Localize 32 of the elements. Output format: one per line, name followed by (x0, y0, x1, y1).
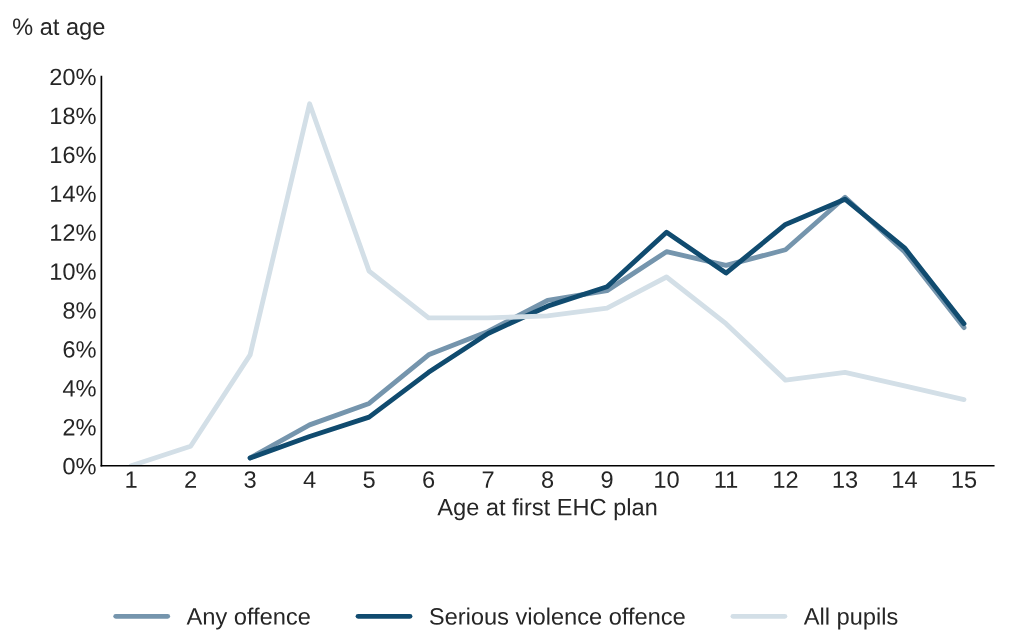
x-tick-label: 1 (126, 471, 137, 488)
y-tick-label: 0% (63, 457, 96, 475)
x-axis-title: Age at first EHC plan (437, 498, 657, 521)
x-tick-label: 8 (542, 471, 554, 488)
y-tick-label: 8% (63, 302, 96, 319)
x-tick-label: 5 (363, 471, 375, 488)
legend-label: Any offence (186, 607, 310, 630)
x-tick-label: 10 (655, 471, 679, 488)
y-tick-label: 16% (51, 146, 96, 164)
x-tick-label: 7 (482, 471, 494, 488)
x-tick-label: 15 (952, 471, 977, 488)
y-tick-label: 12% (51, 224, 96, 241)
legend-label: Serious violence offence (429, 607, 685, 625)
x-tick-label: 2 (185, 471, 197, 488)
y-tick-label: 14% (51, 185, 96, 203)
y-tick-label: 2% (63, 418, 96, 436)
x-tick-label: 3 (244, 471, 256, 488)
y-axis-title: % at age (13, 18, 105, 40)
x-tick-label: 4 (303, 471, 316, 488)
x-tick-label: 13 (833, 471, 858, 488)
y-tick-label: 10% (51, 263, 96, 280)
x-tick-label: 6 (423, 471, 435, 488)
y-tick-label: 4% (62, 380, 96, 397)
y-tick-label: 18% (51, 107, 96, 125)
y-tick-label: 20% (50, 68, 96, 86)
line-series (128, 101, 967, 466)
x-tick-label: 11 (715, 471, 738, 488)
x-tick-label: 14 (893, 471, 917, 488)
x-tick-label: 9 (601, 471, 613, 488)
x-tick-label: 12 (774, 471, 798, 488)
legend-label: All pupils (803, 607, 898, 630)
y-tick-label: 6% (63, 341, 96, 358)
